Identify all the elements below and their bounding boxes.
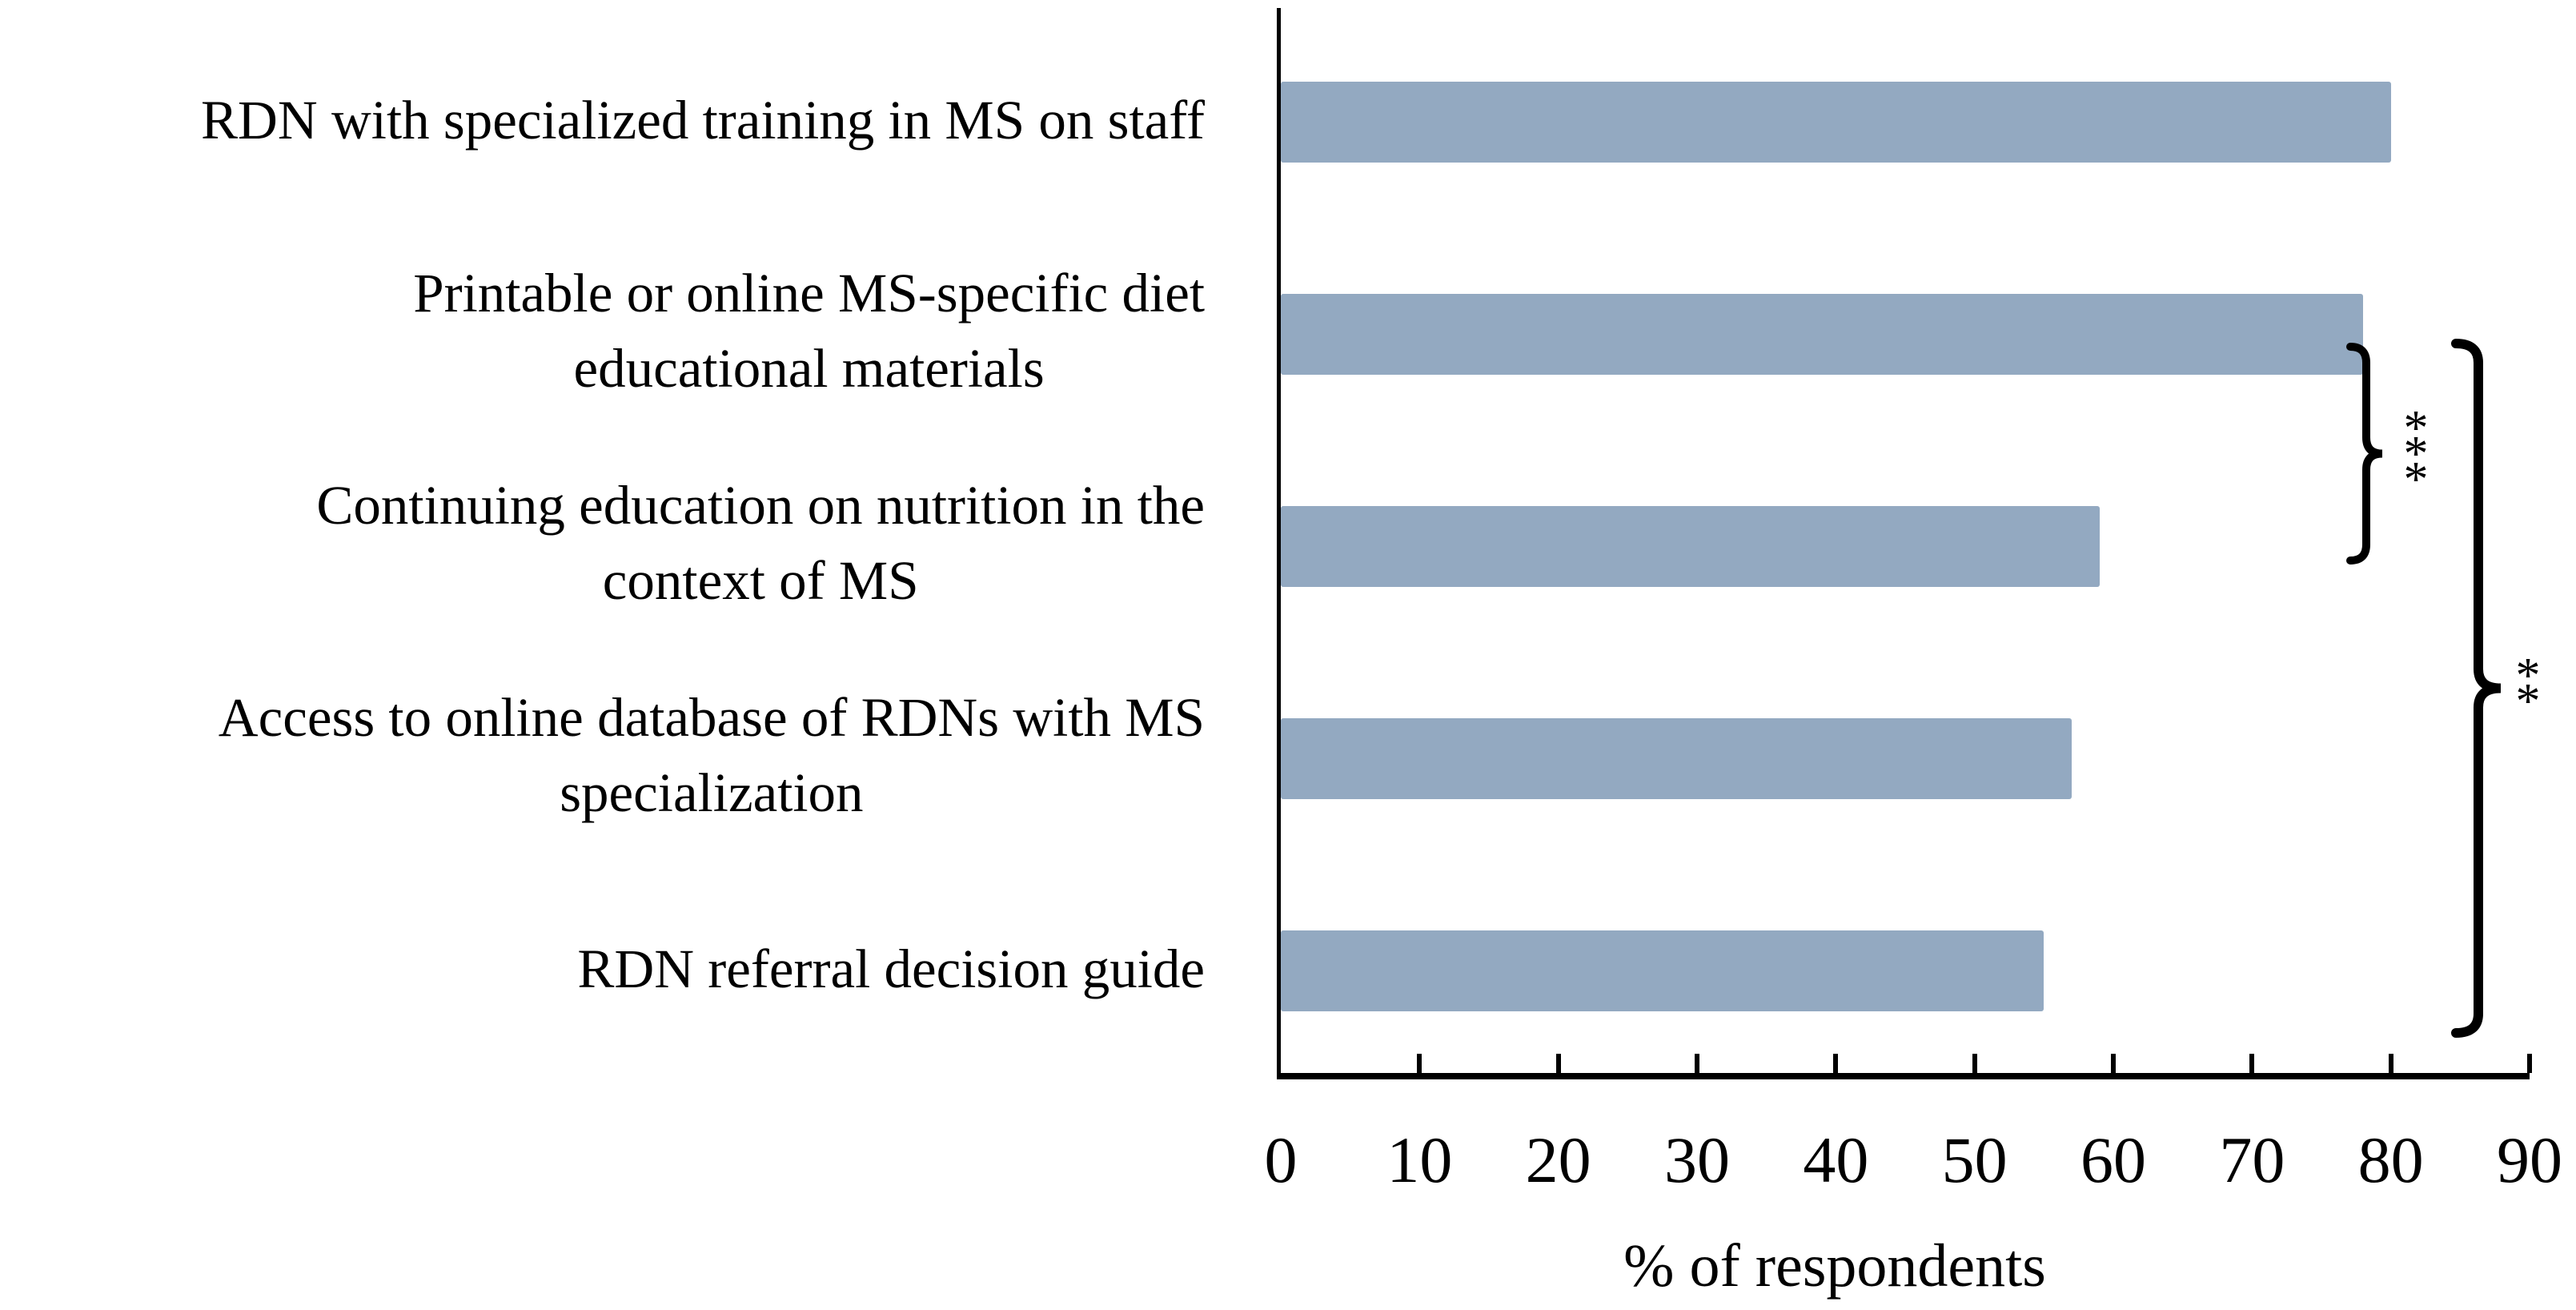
category-label: Continuing education on nutrition in the…	[316, 475, 1205, 612]
category-label: RDN referral decision guide	[577, 938, 1205, 1000]
x-axis-tick	[2388, 1054, 2393, 1073]
bar	[1281, 293, 2363, 375]
x-axis-tick-label: 0	[1264, 1123, 1298, 1196]
x-axis-tick	[2111, 1054, 2116, 1073]
bar	[1281, 717, 2072, 799]
x-axis-tick-label: 30	[1664, 1123, 1730, 1196]
category-label: RDN with specialized training in MS on s…	[201, 90, 1205, 151]
x-axis-title: % of respondents	[1623, 1232, 2046, 1300]
plot-area	[1277, 8, 2532, 1079]
category-label: Printable or online MS-specific diet edu…	[413, 263, 1205, 400]
bar	[1281, 505, 2100, 587]
x-axis-tick	[2249, 1054, 2255, 1073]
x-axis-tick	[2527, 1054, 2532, 1073]
significance-stars: * *	[2515, 648, 2541, 729]
x-axis-tick	[1417, 1054, 1422, 1073]
bar	[1281, 930, 2044, 1011]
x-axis-tick-label: 20	[1525, 1123, 1591, 1196]
x-axis-tick-label: 70	[2219, 1123, 2285, 1196]
x-axis-tick	[1555, 1054, 1561, 1073]
x-axis-tick-label: 60	[2080, 1123, 2146, 1196]
x-axis-tick	[1972, 1054, 1977, 1073]
significance-stars: * * *	[2403, 400, 2429, 507]
category-label: Access to online database of RDNs with M…	[218, 687, 1205, 824]
x-axis-tick	[1695, 1054, 1699, 1073]
x-axis-tick-label: 40	[1803, 1123, 1869, 1196]
bar	[1281, 81, 2391, 163]
x-axis-tick-label: 50	[1941, 1123, 2008, 1196]
x-axis-tick-label: 10	[1386, 1123, 1453, 1196]
x-axis-tick-label: 90	[2497, 1123, 2562, 1196]
x-axis-tick	[1833, 1054, 1839, 1073]
x-axis-tick-label: 80	[2357, 1123, 2424, 1196]
